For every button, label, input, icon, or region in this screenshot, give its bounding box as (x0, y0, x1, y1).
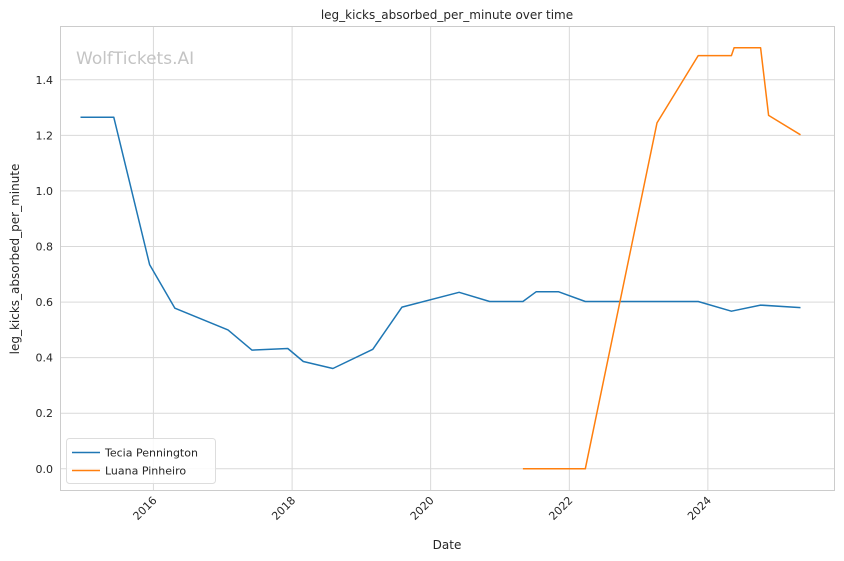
y-tick-label: 1.0 (36, 185, 54, 198)
series-lines (80, 47, 801, 470)
legend-box (66, 438, 216, 484)
series-line-luana-pinheiro (522, 47, 801, 470)
x-axis-label: Date (433, 538, 462, 552)
plot-area-frame (60, 26, 835, 491)
y-tick-label: 0.4 (36, 352, 54, 365)
y-tick-label: 1.4 (36, 74, 54, 87)
chart-title: leg_kicks_absorbed_per_minute over time (321, 8, 573, 22)
series-line-tecia-pennington (80, 116, 801, 370)
y-tick-labels: 0.0 0.2 0.4 0.6 0.8 1.0 1.2 1.4 (36, 74, 54, 476)
watermark: WolfTickets.AI (76, 49, 194, 69)
y-tick-label: 0.2 (36, 407, 54, 420)
legend-label-luana: Luana Pinheiro (105, 465, 186, 478)
y-tick-label: 0.0 (36, 463, 54, 476)
y-tick-label: 1.2 (36, 129, 54, 142)
legend: Tecia Pennington Luana Pinheiro (66, 438, 216, 484)
grid-lines (61, 27, 835, 491)
y-axis-label: leg_kicks_absorbed_per_minute (8, 164, 22, 355)
y-tick-label: 0.8 (36, 240, 54, 253)
legend-label-tecia: Tecia Pennington (104, 447, 198, 460)
y-tick-label: 0.6 (36, 296, 54, 309)
